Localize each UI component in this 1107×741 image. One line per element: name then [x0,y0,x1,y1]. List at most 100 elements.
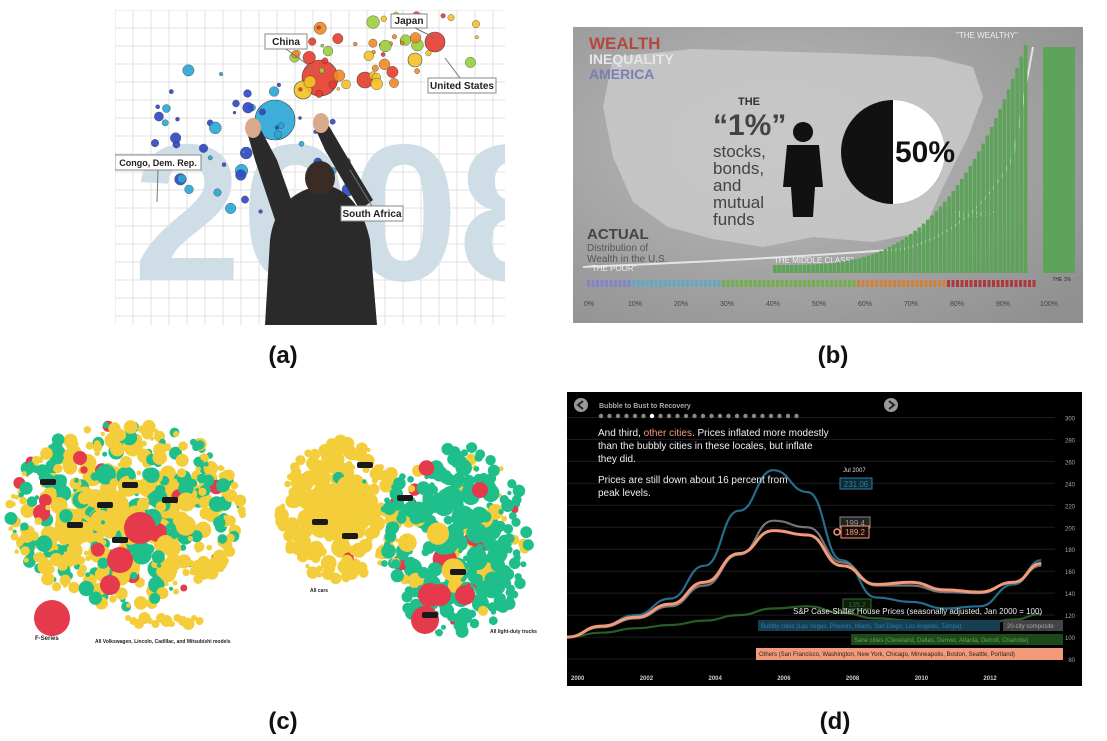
vehicle-bubble [45,504,51,511]
slide-dot[interactable] [607,413,612,419]
callout-others: 189.2 [833,525,870,539]
vehicle-bubble [198,487,207,496]
slide-dot[interactable] [794,413,799,419]
country-bubble [366,15,380,29]
vehicle-bubble [180,584,188,592]
vw-bubble [151,620,160,628]
country-bubble [320,43,325,48]
slide-dot[interactable] [675,413,680,419]
slide-dot[interactable] [717,413,723,419]
slide-dot[interactable] [751,413,757,419]
slide-dot[interactable] [760,413,765,419]
vehicle-bubble [152,450,168,465]
percent-tick: 0% [584,301,594,308]
prev-arrow-icon[interactable] [574,398,588,412]
slide-dot[interactable] [624,413,629,419]
vehicle-bubble [401,591,413,603]
person-glyph [821,280,824,287]
legend-composite[interactable]: 20-city composite [1003,620,1063,631]
country-bubble [316,25,321,30]
vehicle-bubble [398,533,417,552]
vehicle-bubble [333,434,348,449]
slide-dot[interactable] [709,413,714,419]
slide-dot[interactable] [658,413,663,419]
vehicle-bubble [443,515,453,525]
slide-dot[interactable] [743,413,748,419]
y-tick-label: 80 [1068,658,1075,664]
slide-dots[interactable] [598,413,799,419]
next-arrow-icon[interactable] [884,398,898,412]
vehicle-bubble [51,582,62,592]
slide-dot[interactable] [598,413,604,419]
people-row [587,280,1036,287]
vehicle-bubble [498,466,504,472]
slide-dot[interactable] [734,413,740,419]
person-glyph [596,280,599,287]
person-glyph [677,280,680,287]
svg-text:20-city composite: 20-city composite [1007,624,1054,630]
country-bubble [386,66,399,78]
vehicle-bubble [149,592,161,604]
x-tick-label: 2004 [709,676,723,682]
legend-bubbly[interactable]: Bubbly cities (Las Vegas, Phoenix, Miami… [758,620,1000,631]
vehicle-bubble [331,530,343,542]
person-glyph [695,280,698,287]
vehicle-bubble-red [411,606,439,634]
vehicle-bubble [199,506,213,520]
country-bubble [389,78,399,88]
slide-dot[interactable] [768,413,774,419]
vehicle-bubble [109,478,119,488]
slide-dot[interactable] [641,413,646,419]
person-glyph [884,280,887,287]
vehicle-bubble [318,443,332,458]
vehicle-bubble [374,552,381,559]
wealth-bar [841,261,845,273]
person-glyph [767,280,770,287]
slide-dot[interactable] [785,413,791,419]
vehicle-bubble [57,560,68,571]
slide-dot[interactable] [649,413,655,419]
slide-dot[interactable] [615,413,621,419]
panel-a-bubble-chart: 2008 China Japan United States [115,10,505,325]
slide-dot[interactable] [683,413,689,419]
vehicle-bubble [446,611,457,622]
vehicle-bubble [426,522,450,545]
svg-text:stocks,: stocks, [713,142,766,161]
vw-bubble [195,617,204,625]
person-glyph [623,280,626,287]
country-bubble [380,15,387,22]
x-tick-label: 2008 [846,676,860,682]
country-bubble [168,89,174,95]
slide-dot[interactable] [700,413,706,419]
slide-dot[interactable] [726,413,731,419]
vehicle-bubble [284,480,291,488]
legend-sane[interactable]: Sane cities (Cleveland, Dallas, Denver, … [851,634,1063,645]
vehicle-bubble [393,477,406,490]
vehicle-bubble [485,455,496,466]
vehicle-bubble [20,546,30,556]
vehicle-bubble [296,520,303,526]
vehicle-bubble [511,517,521,527]
slide-dot[interactable] [666,413,672,419]
vehicle-bubble [155,501,167,512]
slide-dot[interactable] [777,413,782,419]
poor-label: "THE POOR" [589,264,637,273]
country-bubble [414,68,420,74]
x-axis: 2000 2002 2004 2006 2008 2010 2012 [571,676,997,682]
legend-others[interactable]: Others (San Francisco, Washington, New Y… [756,648,1063,660]
person-glyph [870,280,874,287]
country-bubble [298,140,305,147]
vehicle-bubble [19,496,27,505]
vehicle-bubble [444,508,450,514]
country-bubble [177,174,187,184]
label-united-states: United States [427,57,497,94]
vw-bubble [182,618,195,630]
vehicle-bubble [380,505,388,513]
slide-dot[interactable] [632,413,638,419]
wealthy-label: "THE WEALTHY" [956,31,1018,40]
person-glyph [731,280,734,287]
wealth-bar [917,227,922,273]
slide-dot[interactable] [692,413,697,419]
x-tick-label: 2006 [777,676,791,682]
vehicle-bubble [208,496,225,512]
